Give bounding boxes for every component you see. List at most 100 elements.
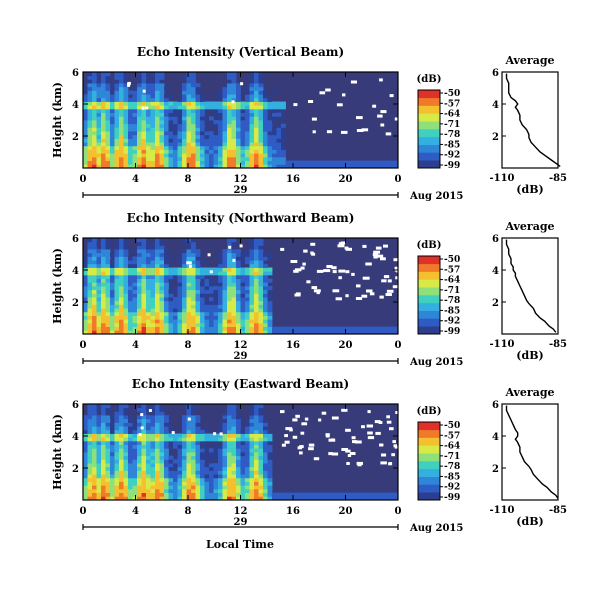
heatmap-cell: [146, 108, 151, 114]
heatmap-cell: [114, 75, 120, 80]
heatmap-cell: [222, 86, 228, 91]
heatmap-cell: [204, 160, 210, 165]
heatmap-cell: [137, 440, 142, 446]
heatmap-cell: [128, 300, 133, 305]
heatmap-cell: [245, 105, 250, 110]
heatmap-cell: [267, 160, 273, 165]
heatmap-cell: [96, 86, 102, 91]
heatmap-cell: [114, 112, 120, 117]
heatmap-cell: [182, 75, 187, 80]
data-gap: [338, 276, 342, 280]
heatmap-cell: [150, 488, 156, 494]
heatmap-cell: [222, 422, 228, 427]
heatmap-cell: [209, 164, 214, 169]
heatmap-cell: [209, 311, 214, 316]
heatmap-cell: [101, 440, 106, 446]
heatmap-cell: [105, 256, 111, 261]
heatmap-cell: [236, 138, 241, 143]
heatmap-cell: [249, 481, 255, 486]
heatmap-cell: [294, 330, 300, 335]
heatmap-cell: [96, 112, 102, 117]
heatmap-cell: [173, 496, 178, 501]
colorbar-segment: [418, 310, 440, 319]
heatmap-cell: [231, 245, 237, 250]
heatmap-cell: [227, 440, 232, 446]
heatmap-cell: [110, 315, 115, 320]
heatmap-cell: [249, 120, 255, 125]
heatmap-cell: [227, 145, 232, 150]
heatmap-cell: [114, 79, 120, 84]
heatmap-cell: [249, 260, 255, 265]
heatmap-cell: [155, 297, 160, 302]
heatmap-cell: [155, 407, 160, 412]
heatmap-cell: [114, 252, 120, 257]
heatmap-cell: [128, 444, 133, 449]
heatmap-cell: [141, 267, 147, 272]
heatmap-cell: [132, 311, 138, 316]
heatmap-cell: [263, 153, 268, 158]
heatmap-cell: [128, 311, 133, 316]
heatmap-cell: [141, 271, 147, 276]
heatmap-cell: [159, 94, 165, 99]
heatmap-cell: [96, 311, 102, 316]
heatmap-cell: [227, 411, 232, 416]
heatmap-cell: [258, 260, 264, 265]
data-gap: [365, 262, 372, 266]
heatmap-cell: [285, 496, 291, 501]
heatmap-cell: [92, 256, 97, 261]
heatmap-cell: [164, 463, 169, 468]
data-gap: [383, 244, 388, 248]
heatmap-cell: [101, 274, 106, 280]
heatmap-cell: [231, 101, 237, 106]
heatmap-cell: [335, 496, 340, 501]
heatmap-cell: [105, 422, 111, 427]
heatmap-cell: [231, 455, 237, 460]
heatmap-cell: [155, 263, 160, 268]
heatmap-cell: [240, 440, 246, 446]
heatmap-cell: [272, 127, 277, 132]
heatmap-cell: [92, 245, 97, 250]
heatmap-cell: [191, 160, 196, 165]
heatmap-cell: [186, 308, 192, 313]
heatmap-cell: [249, 145, 255, 150]
heatmap-cell: [213, 289, 219, 294]
heatmap-cell: [249, 86, 255, 91]
heatmap-cell: [173, 134, 178, 139]
heatmap-cell: [168, 485, 174, 490]
heatmap-cell: [141, 86, 147, 91]
average-y-tick-label: 4: [492, 266, 499, 277]
heatmap-cell: [245, 108, 250, 114]
heatmap-cell: [92, 488, 97, 494]
heatmap-cell: [218, 444, 223, 449]
heatmap-cell: [186, 407, 192, 412]
data-gap: [356, 116, 363, 120]
heatmap-cell: [209, 330, 214, 335]
heatmap-cell: [173, 131, 178, 136]
heatmap-cell: [155, 94, 160, 99]
heatmap-cell: [141, 422, 147, 427]
heatmap-cell: [141, 164, 147, 169]
heatmap-cell: [146, 289, 151, 294]
heatmap-cell: [200, 289, 205, 294]
heatmap-cell: [195, 308, 201, 313]
heatmap-cell: [110, 274, 115, 280]
heatmap-cell: [96, 455, 102, 460]
y-axis-label: Height (km): [51, 82, 64, 158]
heatmap-cell: [168, 145, 174, 150]
heatmap-cell: [105, 108, 111, 114]
heatmap-cell: [114, 444, 120, 449]
heatmap-cell: [164, 134, 169, 139]
heatmap-cell: [105, 481, 111, 486]
heatmap-cell: [267, 293, 273, 298]
heatmap-cell: [168, 116, 174, 121]
heatmap-cell: [119, 116, 124, 121]
data-gap: [328, 438, 336, 442]
heatmap-cell: [186, 330, 192, 335]
heatmap-cell: [114, 149, 120, 154]
colorbar-segment: [418, 476, 440, 485]
heatmap-cell: [123, 79, 129, 84]
heatmap-cell: [218, 322, 223, 328]
heatmap-cell: [209, 267, 214, 272]
heatmap-cell: [357, 492, 363, 497]
heatmap-cell: [128, 492, 133, 497]
